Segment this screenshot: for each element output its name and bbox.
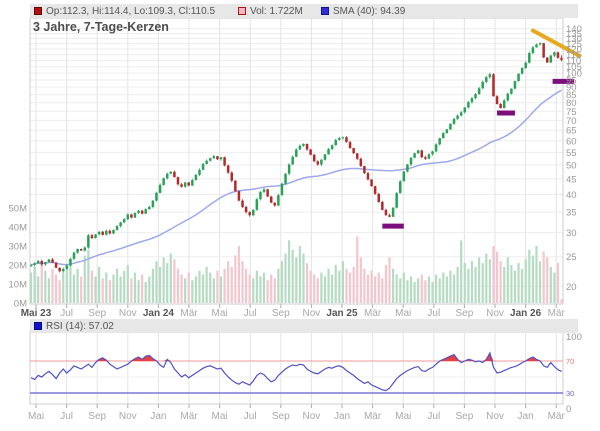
legend-sma: SMA (40): 94.39 <box>321 4 405 18</box>
svg-text:Mai: Mai <box>212 308 228 319</box>
svg-text:Mär: Mär <box>548 411 566 422</box>
svg-text:110: 110 <box>566 56 581 67</box>
ohlc-legend-label: Op:112.3, Hi:114.4, Lo:109.3, Cl:110.5 <box>46 5 216 17</box>
svg-text:Mär: Mär <box>364 308 382 319</box>
svg-text:55: 55 <box>566 148 577 159</box>
svg-text:50M: 50M <box>9 204 28 215</box>
svg-text:Jan 26: Jan 26 <box>510 308 542 319</box>
svg-text:Mai: Mai <box>28 411 44 422</box>
svg-text:Jan 25: Jan 25 <box>326 308 358 319</box>
svg-text:Jul: Jul <box>427 411 440 422</box>
svg-text:45: 45 <box>566 174 577 185</box>
svg-text:90: 90 <box>566 83 577 94</box>
svg-text:75: 75 <box>566 107 577 118</box>
legend-band: Op:112.3, Hi:114.4, Lo:109.3, Cl:110.5 V… <box>30 4 578 18</box>
svg-text:Sep: Sep <box>456 411 474 422</box>
svg-text:65: 65 <box>566 126 577 137</box>
svg-text:Jan: Jan <box>334 411 350 422</box>
svg-text:125: 125 <box>566 39 582 50</box>
rsi-swatch-icon <box>34 322 42 330</box>
sma-line <box>30 89 562 266</box>
svg-text:50: 50 <box>566 160 577 171</box>
svg-text:10M: 10M <box>9 280 28 291</box>
legend-rsi: RSI (14): 57.02 <box>34 319 114 333</box>
volume-bars <box>29 236 563 303</box>
svg-text:105: 105 <box>566 62 582 73</box>
svg-text:0M: 0M <box>14 299 27 310</box>
svg-text:70: 70 <box>566 116 577 127</box>
svg-text:35: 35 <box>566 208 577 219</box>
svg-text:Jan: Jan <box>518 411 534 422</box>
candles <box>29 42 563 273</box>
svg-text:25: 25 <box>566 252 577 263</box>
legend-volume: Vol: 1.722M <box>238 4 303 18</box>
volume-swatch-icon <box>238 7 246 15</box>
svg-text:Mär: Mär <box>364 411 382 422</box>
svg-text:30M: 30M <box>9 242 28 253</box>
rsi-overbought-fill <box>31 353 562 361</box>
svg-text:0: 0 <box>566 404 571 415</box>
svg-text:Sep: Sep <box>88 308 106 319</box>
svg-text:Sep: Sep <box>456 308 474 319</box>
svg-text:40M: 40M <box>9 223 28 234</box>
ohlc-swatch-icon <box>34 7 42 15</box>
sma-swatch-icon <box>321 7 329 15</box>
svg-text:Nov: Nov <box>486 411 504 422</box>
svg-text:Sep: Sep <box>272 308 290 319</box>
svg-text:135: 135 <box>566 29 582 40</box>
chart-title: 3 Jahre, 7-Tage-Kerzen <box>33 20 169 34</box>
svg-text:Mär: Mär <box>180 308 198 319</box>
svg-text:Jan: Jan <box>150 411 166 422</box>
trendline-annotation <box>530 28 582 58</box>
svg-text:Mai: Mai <box>395 308 411 319</box>
svg-text:Jul: Jul <box>60 411 73 422</box>
svg-text:70: 70 <box>566 357 574 366</box>
svg-text:Nov: Nov <box>486 308 504 319</box>
svg-text:Mär: Mär <box>548 308 566 319</box>
sma-legend-label: SMA (40): 94.39 <box>333 5 406 17</box>
svg-text:120: 120 <box>566 45 582 56</box>
svg-text:Mär: Mär <box>180 411 198 422</box>
svg-text:Sep: Sep <box>272 411 290 422</box>
rsi-line <box>30 351 562 392</box>
svg-text:115: 115 <box>566 50 581 61</box>
svg-text:Jul: Jul <box>244 411 257 422</box>
svg-text:20: 20 <box>566 282 577 293</box>
svg-text:Jan 24: Jan 24 <box>143 308 175 319</box>
svg-text:Mai: Mai <box>212 411 228 422</box>
svg-text:140: 140 <box>566 24 582 35</box>
svg-text:Nov: Nov <box>303 411 321 422</box>
rsi-legend-label: RSI (14): 57.02 <box>46 320 114 332</box>
svg-text:80: 80 <box>566 98 577 109</box>
svg-text:Nov: Nov <box>119 411 137 422</box>
svg-text:60: 60 <box>566 136 577 147</box>
svg-text:Nov: Nov <box>303 308 321 319</box>
legend-ohlc: Op:112.3, Hi:114.4, Lo:109.3, Cl:110.5 <box>34 4 215 18</box>
volume-legend-label: Vol: 1.722M <box>250 5 303 17</box>
svg-text:85: 85 <box>566 90 577 101</box>
svg-text:30: 30 <box>566 389 574 398</box>
svg-text:100: 100 <box>566 69 582 80</box>
svg-text:Jul: Jul <box>244 308 257 319</box>
svg-text:40: 40 <box>566 190 577 201</box>
svg-text:30: 30 <box>566 228 577 239</box>
svg-text:Mai 23: Mai 23 <box>21 308 52 319</box>
rsi-legend-band: RSI (14): 57.02 <box>30 319 578 333</box>
svg-text:Sep: Sep <box>88 411 106 422</box>
svg-text:100: 100 <box>566 332 582 343</box>
svg-text:95: 95 <box>566 75 577 86</box>
svg-text:Jul: Jul <box>60 308 73 319</box>
svg-text:20M: 20M <box>9 261 28 272</box>
svg-text:Nov: Nov <box>119 308 137 319</box>
svg-text:Jul: Jul <box>427 308 440 319</box>
svg-text:130: 130 <box>566 34 582 45</box>
svg-text:Mai: Mai <box>395 411 411 422</box>
